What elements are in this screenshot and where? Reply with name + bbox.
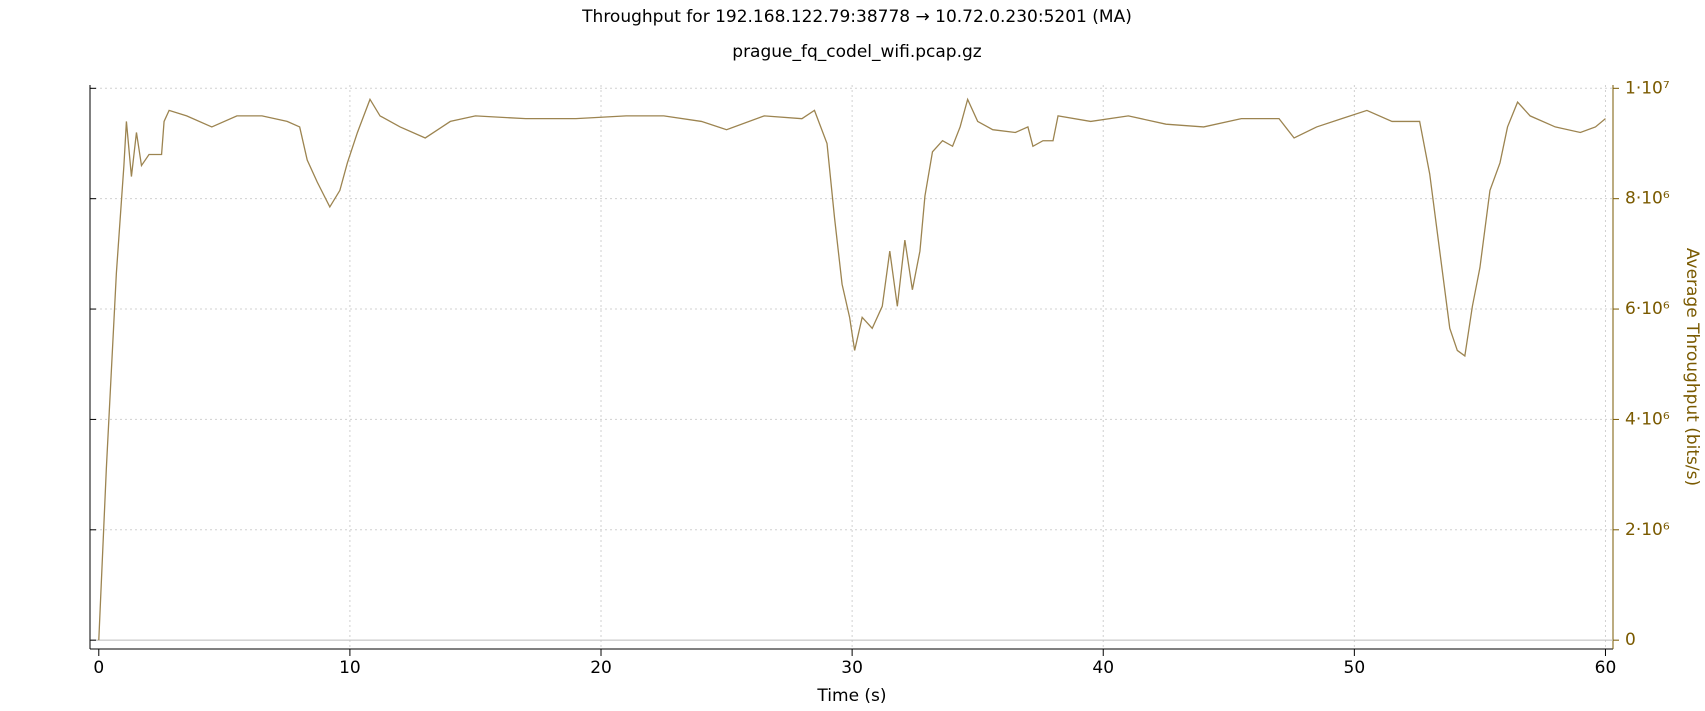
chart-title: Throughput for 192.168.122.79:38778 → 10…: [581, 7, 1132, 27]
y-tick-label: 2·10⁶: [1625, 520, 1670, 540]
x-tick-label: 0: [93, 658, 104, 678]
y-axis-title: Average Throughput (bits/s): [1682, 248, 1702, 486]
x-tick-label: 30: [841, 658, 863, 678]
y-tick-label: 1·10⁷: [1625, 78, 1670, 98]
throughput-line: [98, 97, 1606, 641]
x-tick-label: 60: [1595, 658, 1617, 678]
y-tick-label: 4·10⁶: [1625, 409, 1670, 429]
x-tick-label: 10: [339, 658, 361, 678]
chart-subtitle: prague_fq_codel_wifi.pcap.gz: [732, 42, 981, 62]
y-tick-label: 6·10⁶: [1625, 299, 1670, 319]
x-axis-title: Time (s): [816, 686, 886, 706]
y-tick-label: 0: [1625, 630, 1636, 650]
y-tick-label: 8·10⁶: [1625, 189, 1670, 209]
x-tick-label: 20: [590, 658, 612, 678]
x-tick-label: 50: [1344, 658, 1366, 678]
x-tick-label: 40: [1092, 658, 1114, 678]
